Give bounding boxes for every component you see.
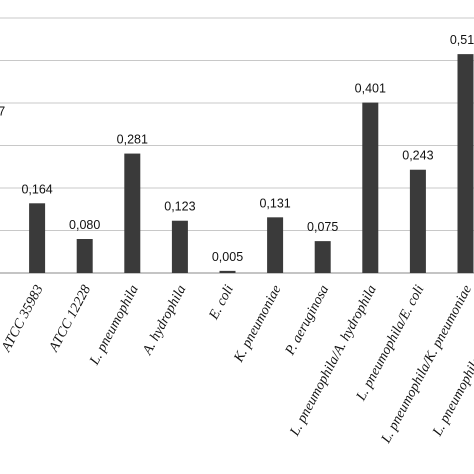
x-tick-label: L. pneumophila/K. pneumoniae xyxy=(378,283,474,447)
value-label: 0,075 xyxy=(307,220,338,234)
bar xyxy=(314,241,331,273)
bar xyxy=(362,102,379,273)
x-tick-label: L. pneumophila/A. hydrophila xyxy=(287,283,380,439)
value-label: 0,243 xyxy=(402,149,433,163)
value-label: 0,131 xyxy=(259,196,290,210)
bar xyxy=(76,239,93,273)
value-label: 0,347 xyxy=(0,105,5,119)
value-label: 0,401 xyxy=(355,82,386,96)
bar xyxy=(171,220,188,273)
bar xyxy=(124,153,141,273)
bar xyxy=(457,54,474,273)
x-tick-label: P. aeruginosa xyxy=(282,283,332,359)
x-tick-label: K. pneumoniae xyxy=(231,283,285,366)
value-label: 0,123 xyxy=(164,200,195,214)
x-tick-label: ATCC 12228 xyxy=(46,283,94,355)
bar xyxy=(219,270,236,273)
x-tick-label: A. hydrophila xyxy=(140,283,190,358)
value-label: 0,005 xyxy=(212,250,243,264)
value-label: 0,281 xyxy=(117,133,148,147)
value-label: 0,080 xyxy=(69,218,100,232)
bar xyxy=(267,217,284,273)
bar xyxy=(29,203,46,273)
value-label: 0,164 xyxy=(21,182,52,196)
x-tick-label: ATCC 35983 xyxy=(0,283,47,355)
bar xyxy=(409,169,426,273)
value-label: 0,515 xyxy=(450,33,474,47)
x-tick-label: E. coli xyxy=(206,283,237,323)
x-tick-label: L. pneumophila xyxy=(87,283,142,369)
